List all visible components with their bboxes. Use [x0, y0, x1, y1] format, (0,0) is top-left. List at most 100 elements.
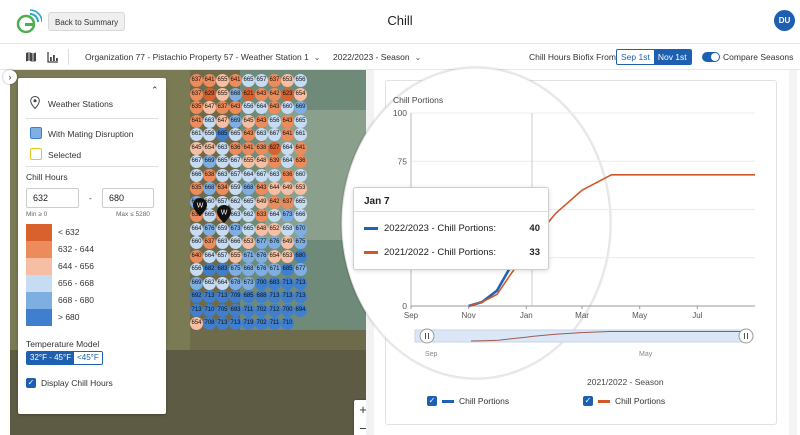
chill-hour-tile[interactable]: 663 [216, 236, 229, 249]
chill-hour-tile[interactable]: 633 [255, 209, 268, 222]
chill-hour-tile[interactable]: 671 [268, 263, 281, 276]
weather-station-pin[interactable]: W [193, 198, 207, 216]
chill-hour-tile[interactable]: 685 [281, 263, 294, 276]
biofix-sep-button[interactable]: Sep 1st [617, 50, 654, 64]
chill-hour-tile[interactable]: 713 [294, 276, 307, 290]
chill-hour-tile[interactable]: 661 [294, 128, 307, 141]
chill-hour-tile[interactable]: 648 [255, 222, 268, 236]
chill-hour-tile[interactable]: 659 [216, 222, 229, 236]
display-chill-hours-checkbox[interactable]: ✓ [26, 378, 36, 388]
map-view-icon[interactable] [24, 50, 38, 64]
chill-hour-tile[interactable]: 694 [294, 303, 307, 317]
chill-hour-tile[interactable]: 664 [255, 101, 268, 114]
chill-hour-tile[interactable]: 638 [203, 168, 216, 182]
chill-hour-tile[interactable]: 638 [255, 141, 268, 155]
chill-min-input[interactable]: 632 [26, 188, 79, 208]
chill-hour-tile[interactable]: 668 [229, 87, 242, 101]
chill-hour-tile[interactable]: 654 [268, 249, 281, 263]
temp-model-32-45-button[interactable]: 32°F - 45°F [27, 352, 75, 364]
chill-hour-tile[interactable]: 656 [190, 263, 203, 276]
chill-hour-tile[interactable]: 657 [216, 249, 229, 263]
chill-hour-tile[interactable]: 641 [294, 141, 307, 155]
chill-hour-tile[interactable]: 677 [294, 263, 307, 276]
chill-hour-tile[interactable]: 700 [255, 276, 268, 290]
chill-hour-tile[interactable]: 664 [281, 155, 294, 168]
compare-seasons-toggle[interactable] [702, 52, 720, 62]
chill-hour-tile[interactable]: 676 [255, 249, 268, 263]
chart-view-icon[interactable] [46, 50, 60, 64]
chill-hour-tile[interactable]: 675 [294, 236, 307, 249]
chill-hour-tile[interactable]: 662 [242, 209, 255, 222]
chill-hour-tile[interactable]: 683 [268, 276, 281, 290]
chill-hour-tile[interactable]: 665 [229, 128, 242, 141]
chill-hour-tile[interactable]: 678 [229, 276, 242, 290]
chill-hour-tile[interactable]: 713 [281, 290, 294, 303]
chill-hour-tile[interactable]: 654 [190, 317, 203, 330]
chill-hour-tile[interactable]: 655 [229, 249, 242, 263]
chill-hour-tile[interactable]: 657 [255, 74, 268, 87]
chill-hour-tile[interactable]: 709 [229, 290, 242, 303]
chill-hour-tile[interactable]: 629 [203, 87, 216, 101]
chill-hour-tile[interactable]: 658 [281, 222, 294, 236]
chill-hour-tile[interactable]: 637 [281, 195, 294, 209]
chill-hour-tile[interactable]: 637 [216, 101, 229, 114]
chill-hour-tile[interactable]: 677 [255, 236, 268, 249]
chill-hour-tile[interactable]: 643 [229, 101, 242, 114]
chill-hour-tile[interactable]: 642 [268, 87, 281, 101]
chill-hour-tile[interactable]: 664 [190, 222, 203, 236]
chill-hour-tile[interactable]: 713 [268, 290, 281, 303]
chill-hour-tile[interactable]: 685 [242, 290, 255, 303]
chill-hour-tile[interactable]: 664 [281, 141, 294, 155]
navigator-handle[interactable] [738, 328, 754, 344]
chill-hour-tile[interactable]: 640 [190, 249, 203, 263]
chill-hour-tile[interactable]: 711 [268, 317, 281, 330]
chill-hour-tile[interactable]: 665 [294, 195, 307, 209]
chill-hour-tile[interactable]: 713 [229, 317, 242, 330]
chill-hour-tile[interactable]: 641 [242, 141, 255, 155]
chill-hour-tile[interactable]: 653 [281, 74, 294, 87]
chill-hour-tile[interactable]: 683 [216, 263, 229, 276]
chill-hour-tile[interactable]: 655 [242, 155, 255, 168]
chill-hour-tile[interactable]: 667 [229, 155, 242, 168]
chill-hour-tile[interactable]: 663 [229, 209, 242, 222]
user-avatar[interactable]: DU [774, 10, 795, 31]
chill-hour-tile[interactable]: 676 [255, 263, 268, 276]
chill-hour-tile[interactable]: 665 [242, 74, 255, 87]
chill-hour-tile[interactable]: 663 [203, 114, 216, 128]
chill-hour-tile[interactable]: 667 [255, 168, 268, 182]
chill-hour-tile[interactable]: 669 [190, 276, 203, 290]
chill-hour-tile[interactable]: 623 [281, 87, 294, 101]
chart-scrollbar[interactable] [789, 70, 797, 435]
navigator-handle[interactable] [419, 328, 435, 344]
chill-hour-tile[interactable]: 673 [281, 209, 294, 222]
chill-hour-tile[interactable]: 665 [216, 155, 229, 168]
location-select[interactable]: Organization 77 - Pistachio Property 57 … [85, 52, 321, 62]
chill-hour-tile[interactable]: 685 [216, 128, 229, 141]
chill-hour-tile[interactable]: 669 [294, 101, 307, 114]
chill-hour-tile[interactable]: 662 [229, 195, 242, 209]
chill-hour-tile[interactable]: 680 [294, 249, 307, 263]
chill-hour-tile[interactable]: 682 [203, 263, 216, 276]
chill-hour-tile[interactable]: 664 [242, 168, 255, 182]
chill-hour-tile[interactable]: 660 [294, 168, 307, 182]
biofix-nov-button[interactable]: Nov 1st [653, 50, 691, 64]
chill-hour-tile[interactable]: 664 [203, 249, 216, 263]
chill-hour-tile[interactable]: 712 [268, 303, 281, 317]
chill-hour-tile[interactable]: 637 [268, 74, 281, 87]
chill-hour-tile[interactable]: 636 [294, 155, 307, 168]
chill-hour-tile[interactable]: 702 [255, 317, 268, 330]
chill-hour-tile[interactable]: 700 [281, 303, 294, 317]
chill-hour-tile[interactable]: 668 [242, 263, 255, 276]
chill-hour-tile[interactable]: 659 [229, 182, 242, 195]
chill-hour-tile[interactable]: 653 [281, 249, 294, 263]
chill-hour-tile[interactable]: 652 [268, 222, 281, 236]
chill-hour-tile[interactable]: 660 [190, 236, 203, 249]
chill-hour-tile[interactable]: 665 [203, 209, 216, 222]
chill-hour-tile[interactable]: 643 [281, 114, 294, 128]
chill-hour-tile[interactable]: 649 [281, 182, 294, 195]
chill-hour-tile[interactable]: 643 [242, 128, 255, 141]
chill-hour-tile[interactable]: 639 [268, 155, 281, 168]
chill-hour-tile[interactable]: 636 [229, 141, 242, 155]
chill-hour-tile[interactable]: 655 [216, 87, 229, 101]
chill-hour-tile[interactable]: 635 [190, 101, 203, 114]
